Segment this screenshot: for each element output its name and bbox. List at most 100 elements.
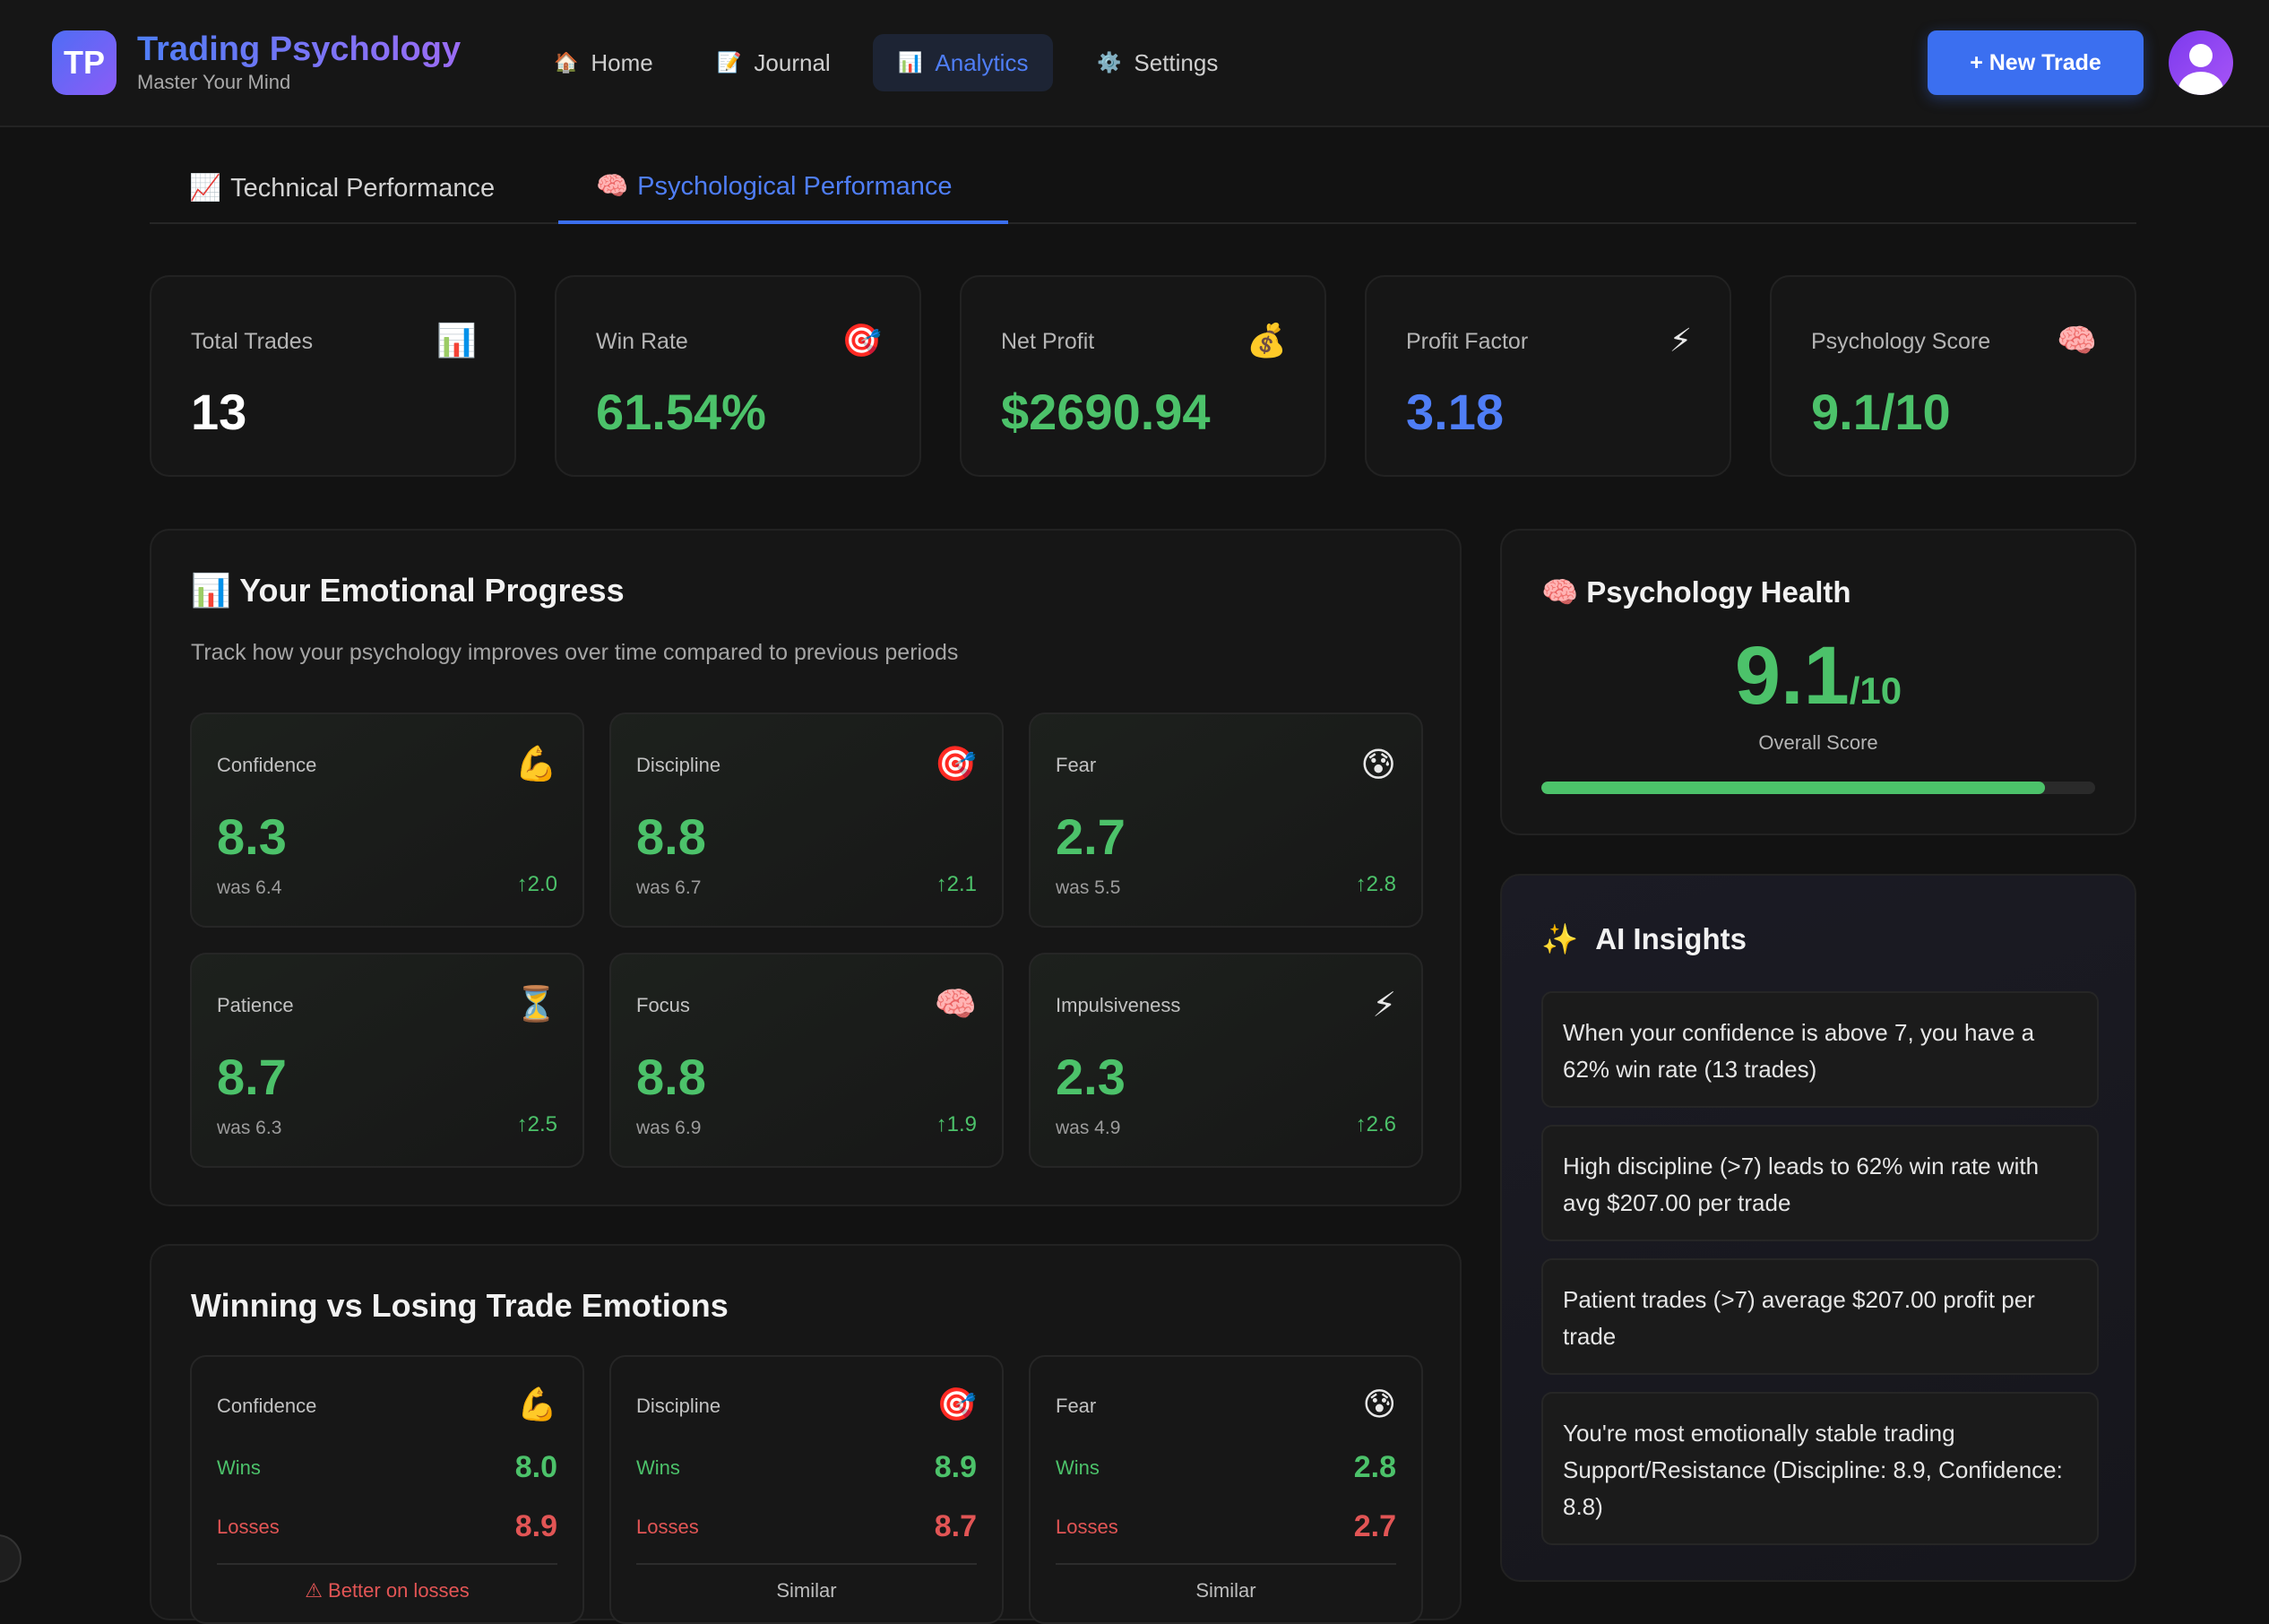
win-loss-emotions-panel: Winning vs Losing Trade Emotions Confide… [150, 1244, 1462, 1624]
ai-insights-panel: ✨ AI Insights When your confidence is ab… [1500, 874, 2136, 1582]
lightning-icon: ⚡ [1372, 987, 1396, 1024]
lightning-icon: ⚡ [1669, 322, 1692, 358]
emotion-label: Discipline [636, 1395, 721, 1417]
stat-card-psychology-score: Psychology Score 🧠 9.1/10 [1770, 275, 2136, 477]
emotion-change: ↑2.0 [516, 872, 557, 896]
score-max: /10 [1849, 669, 1902, 712]
emotion-card-confidence: Confidence 💪 8.3 was 6.4 ↑2.0 [190, 713, 584, 928]
emotional-progress-panel: 📊 Your Emotional Progress Track how your… [150, 529, 1462, 1206]
flexed-bicep-icon: 💪 [514, 746, 557, 783]
wins-row: Wins 8.0 [217, 1450, 557, 1485]
brain-icon: 🧠 [934, 986, 977, 1024]
wins-value: 8.0 [514, 1450, 557, 1484]
bar-chart-icon: 📊 [898, 51, 923, 73]
comparison-note: Similar [636, 1563, 977, 1602]
brain-icon: 🧠 [2057, 322, 2097, 358]
emotion-change: ↑2.6 [1355, 1112, 1396, 1136]
emotion-previous: was 5.5 [1056, 877, 1121, 898]
logo-text: TP [63, 44, 105, 81]
score-caption: Overall Score [1758, 731, 1878, 754]
losses-row: Losses 2.7 [1056, 1509, 1396, 1544]
emotion-change: ↑2.8 [1355, 872, 1396, 896]
win-loss-title: Winning vs Losing Trade Emotions [191, 1287, 729, 1324]
ai-insights-title: AI Insights [1595, 922, 1747, 955]
comparison-note: ⚠ Better on losses [217, 1563, 557, 1602]
user-icon [2178, 44, 2223, 95]
win-loss-card-discipline: Discipline 🎯 Wins 8.9 Losses 8.7 Similar [609, 1355, 1004, 1624]
emotion-value: 8.8 [636, 808, 706, 865]
nav-analytics-label: Analytics [935, 48, 1029, 76]
gear-icon: ⚙️ [1097, 51, 1122, 73]
stat-label: Net Profit [1001, 329, 1095, 354]
wins-row: Wins 2.8 [1056, 1450, 1396, 1485]
emotion-previous: was 6.7 [636, 877, 702, 898]
emotion-card-impulsiveness: Impulsiveness ⚡ 2.3 was 4.9 ↑2.6 [1029, 953, 1423, 1168]
nav-home[interactable]: 🏠 Home [529, 34, 678, 91]
emotion-value: 2.3 [1056, 1049, 1126, 1105]
emotion-label: Patience [217, 994, 294, 1016]
flexed-bicep-icon: 💪 [517, 1386, 557, 1422]
losses-value: 8.9 [514, 1509, 557, 1543]
emotion-card-fear: Fear 😰 2.7 was 5.5 ↑2.8 [1029, 713, 1423, 928]
tab-psychological-performance[interactable]: 🧠 Psychological Performance [558, 152, 1008, 224]
stat-card-profit-factor: Profit Factor ⚡ 3.18 [1365, 275, 1731, 477]
nav-settings-label: Settings [1134, 48, 1219, 76]
losses-label: Losses [217, 1515, 280, 1538]
stat-label: Win Rate [596, 329, 688, 354]
new-trade-button[interactable]: + New Trade [1928, 30, 2144, 95]
emotion-label: Focus [636, 994, 690, 1016]
wins-label: Wins [636, 1456, 680, 1479]
home-icon: 🏠 [554, 51, 579, 73]
tab-psychological-label: Psychological Performance [637, 171, 953, 201]
stat-value: 13 [191, 384, 247, 440]
stat-value: 9.1/10 [1811, 384, 1951, 440]
insight-item: You're most emotionally stable trading S… [1541, 1392, 2099, 1545]
insight-item: High discipline (>7) leads to 62% win ra… [1541, 1125, 2099, 1241]
nav-settings[interactable]: ⚙️ Settings [1072, 34, 1243, 91]
emotion-previous: was 6.3 [217, 1118, 282, 1138]
tab-technical-label: Technical Performance [230, 173, 496, 203]
floating-side-button[interactable] [0, 1534, 22, 1583]
wins-label: Wins [217, 1456, 261, 1479]
emotion-label: Impulsiveness [1056, 994, 1181, 1016]
nav-journal[interactable]: 📝 Journal [692, 34, 856, 91]
losses-value: 2.7 [1353, 1509, 1396, 1543]
wins-value: 2.8 [1353, 1450, 1396, 1484]
emotional-progress-subtitle: Track how your psychology improves over … [191, 640, 959, 665]
psychology-health-panel: 🧠 Psychology Health 9.1/10 Overall Score [1500, 529, 2136, 835]
score-value: 9.1 [1734, 630, 1850, 721]
anxious-face-icon: 😰 [1362, 1386, 1396, 1422]
emotion-card-patience: Patience ⏳ 8.7 was 6.3 ↑2.5 [190, 953, 584, 1168]
top-nav-bar: TP Trading Psychology Master Your Mind 🏠… [0, 0, 2269, 127]
app-logo[interactable]: TP [52, 30, 116, 95]
losses-value: 8.7 [934, 1509, 977, 1543]
emotion-previous: was 4.9 [1056, 1118, 1121, 1138]
losses-label: Losses [1056, 1515, 1118, 1538]
brain-icon: 🧠 [1541, 575, 1579, 609]
insight-item: When your confidence is above 7, you hav… [1541, 991, 2099, 1108]
emotion-previous: was 6.9 [636, 1118, 702, 1138]
emotion-value: 8.8 [636, 1049, 706, 1105]
emotion-value: 8.7 [217, 1049, 287, 1105]
losses-row: Losses 8.9 [217, 1509, 557, 1544]
app-subtitle: Master Your Mind [137, 71, 291, 93]
losses-row: Losses 8.7 [636, 1509, 977, 1544]
emotion-label: Fear [1056, 754, 1097, 776]
overall-score: 9.1/10 [1502, 629, 2135, 723]
section-title: 📊 Your Emotional Progress [191, 572, 625, 609]
stat-card-total-trades: Total Trades 📊 13 [150, 275, 516, 477]
win-loss-card-fear: Fear 😰 Wins 2.8 Losses 2.7 Similar [1029, 1355, 1423, 1624]
section-title: 🧠 Psychology Health [1541, 575, 1851, 610]
tab-technical-performance[interactable]: 📈 Technical Performance [189, 152, 495, 224]
stat-value: 3.18 [1406, 384, 1504, 440]
emotion-card-discipline: Discipline 🎯 8.8 was 6.7 ↑2.1 [609, 713, 1004, 928]
stat-card-win-rate: Win Rate 🎯 61.54% [555, 275, 921, 477]
user-avatar[interactable] [2169, 30, 2233, 95]
brain-icon: 🧠 [596, 172, 629, 201]
win-loss-card-confidence: Confidence 💪 Wins 8.0 Losses 8.9 ⚠ Better … [190, 1355, 584, 1624]
nav-analytics[interactable]: 📊 Analytics [873, 34, 1054, 91]
emotion-label: Confidence [217, 754, 317, 776]
stat-label: Total Trades [191, 329, 314, 354]
stat-label: Psychology Score [1811, 329, 1991, 354]
emotion-label: Discipline [636, 754, 721, 776]
